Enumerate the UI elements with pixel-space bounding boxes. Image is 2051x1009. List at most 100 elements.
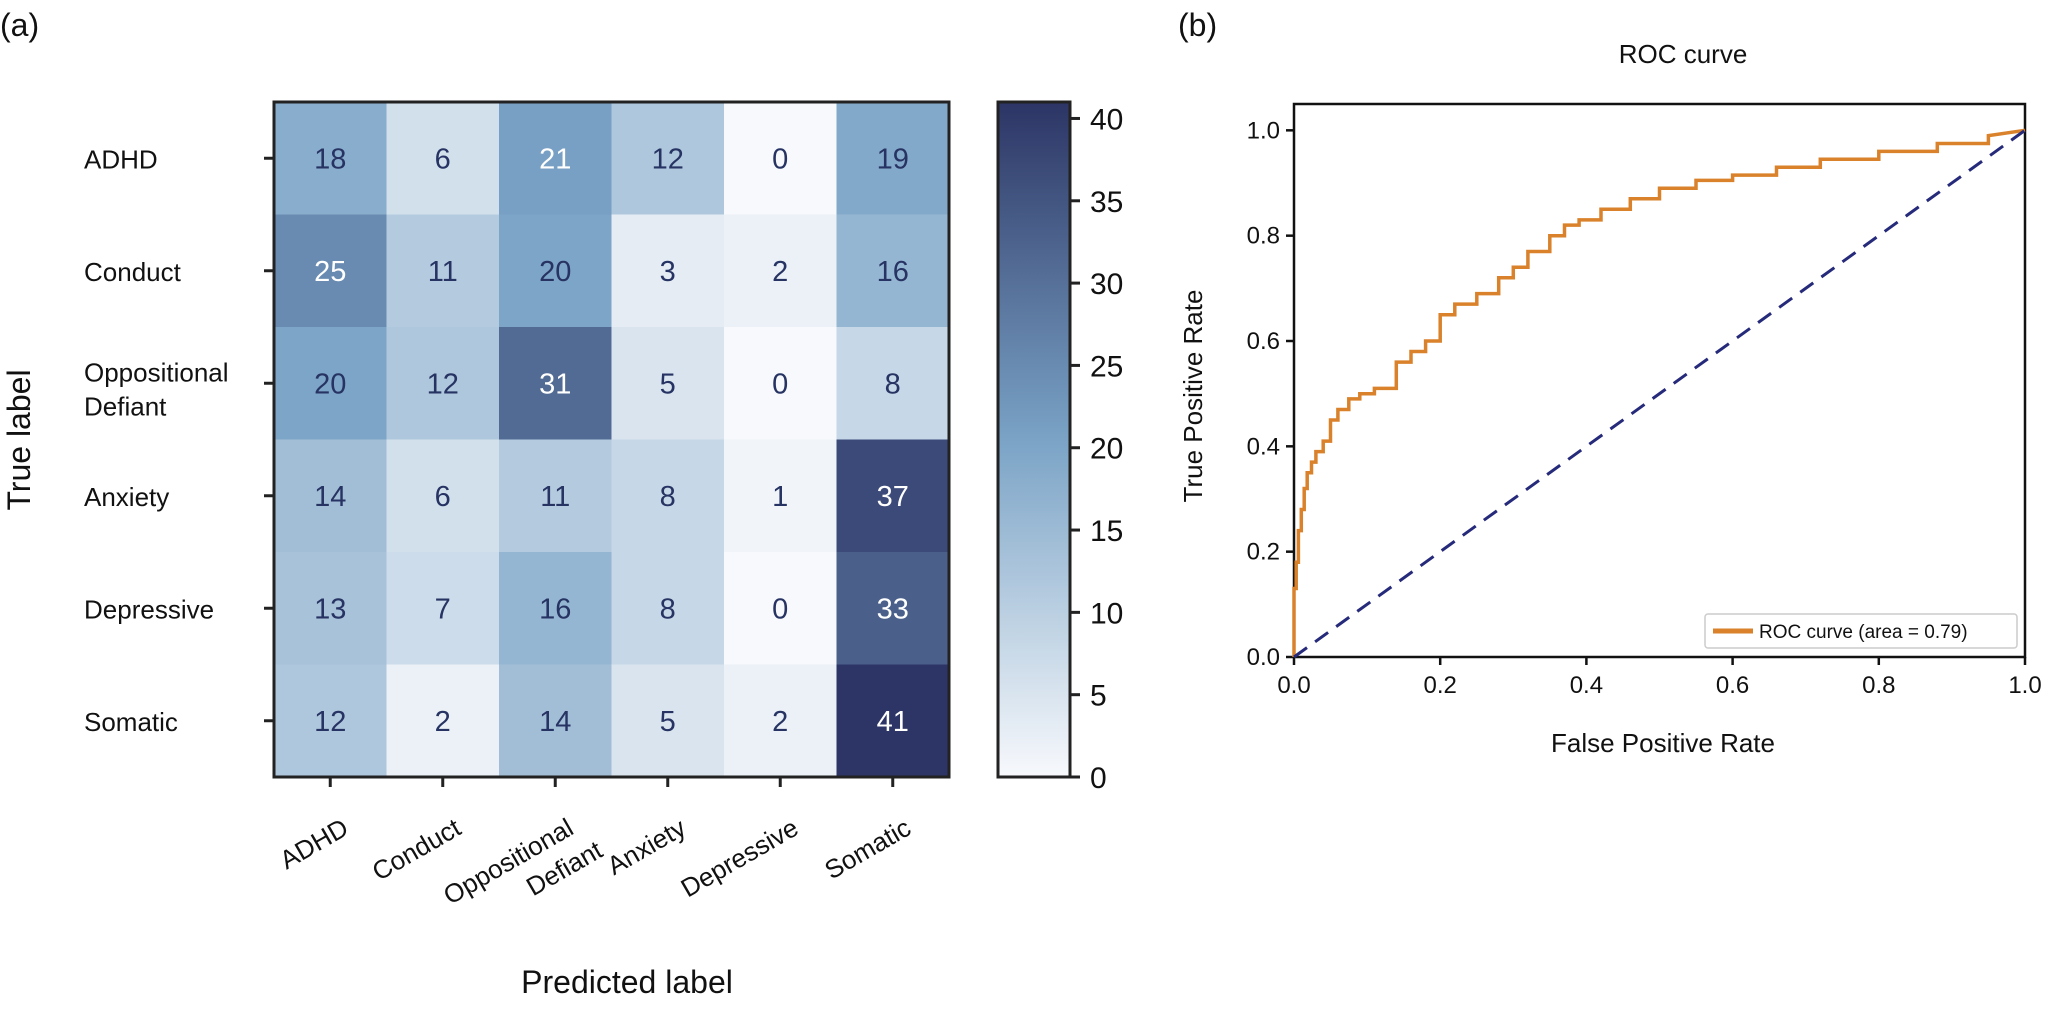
heatmap-cell-label: 3 — [660, 256, 676, 288]
heatmap-cell-label: 6 — [435, 481, 451, 513]
heatmap-cell — [724, 664, 837, 778]
heatmap-cell — [499, 439, 612, 553]
heatmap-cell-label: 37 — [877, 481, 909, 513]
heatmap-cell — [386, 664, 500, 778]
heatmap-cell-label: 20 — [314, 368, 346, 400]
x-tick-label: Anxiety — [602, 812, 691, 881]
heatmap-cell — [274, 327, 387, 440]
heatmap-cell-label: 8 — [885, 368, 901, 400]
heatmap-cell-label: 16 — [539, 593, 571, 625]
y-tick-label: Anxiety — [84, 482, 169, 512]
heatmap-cell-label: 41 — [877, 706, 909, 738]
heatmap-x-axis-label: Predicted label — [521, 964, 733, 1000]
heatmap-cell-label: 2 — [435, 706, 451, 738]
y-tick-label: ADHD — [84, 144, 158, 174]
heatmap-cell — [611, 552, 725, 665]
heatmap-cell — [274, 214, 387, 328]
heatmap-cell-label: 16 — [877, 256, 909, 288]
heatmap-cell-label: 25 — [314, 256, 346, 288]
heatmap-cell — [611, 439, 725, 553]
heatmap-cell-label: 5 — [660, 368, 676, 400]
colorbar: 0 5 10 15 20 25 30 35 40 — [996, 100, 1123, 795]
heatmap-cell — [836, 327, 950, 440]
heatmap-cell — [386, 439, 500, 553]
heatmap-cell-label: 18 — [314, 143, 346, 175]
legend-box — [1704, 613, 2018, 649]
roc-y-tick-label: 0.6 — [1247, 328, 1280, 355]
roc-y-tick-label: 0.2 — [1247, 539, 1280, 566]
heatmap-cell-label: 8 — [660, 593, 676, 625]
roc-x-tick-label: 0.6 — [1716, 672, 1749, 699]
heatmap-cell — [724, 214, 837, 328]
roc-y-tick-label: 0.8 — [1247, 223, 1280, 250]
heatmap-cell-label: 11 — [540, 481, 570, 513]
x-tick-label: Depressive — [676, 812, 804, 903]
heatmap-cell — [499, 214, 612, 328]
roc-x-tick-label: 0.8 — [1862, 672, 1895, 699]
heatmap-cell — [386, 552, 500, 665]
heatmap-cell — [836, 664, 950, 778]
heatmap-cell-label: 11 — [428, 256, 458, 288]
x-tick-label: Somatic — [819, 812, 915, 885]
panel-a-label: (a) — [0, 7, 39, 43]
heatmap-cell — [724, 552, 837, 665]
colorbar-tick-label: 20 — [1090, 433, 1123, 466]
heatmap-cell — [611, 214, 725, 328]
colorbar-tick-label: 40 — [1090, 103, 1123, 136]
heatmap-cell — [499, 552, 612, 665]
heatmap-cell — [836, 102, 950, 215]
x-tick-label: Conduct — [367, 812, 467, 887]
colorbar-tick-label: 10 — [1090, 597, 1123, 630]
colorbar-tick-label: 15 — [1090, 515, 1123, 548]
heatmap-cell-label: 8 — [660, 481, 676, 513]
heatmap-cell-label: 12 — [652, 143, 684, 175]
heatmap-cell — [274, 439, 387, 553]
heatmap-cell — [724, 439, 837, 553]
roc-y-tick-label: 1.0 — [1247, 117, 1280, 144]
heatmap-cell-label: 14 — [314, 481, 346, 513]
roc-plot-frame — [1292, 102, 2027, 659]
heatmap-cell-label: 2 — [772, 256, 788, 288]
heatmap-cell — [611, 327, 725, 440]
heatmap-cell-label: 12 — [427, 368, 459, 400]
roc-x-tick-label: 0.4 — [1570, 672, 1603, 699]
heatmap-cell — [836, 214, 950, 328]
colorbar-tick-label: 0 — [1090, 762, 1107, 795]
heatmap-cell-label: 0 — [772, 593, 788, 625]
heatmap-cell-label: 0 — [772, 368, 788, 400]
heatmap-cell — [499, 102, 612, 215]
heatmap-cell-label: 31 — [539, 368, 571, 400]
colorbar-tick-label: 35 — [1090, 186, 1123, 219]
heatmap-cell-label: 7 — [435, 593, 451, 625]
heatmap-cell — [724, 327, 837, 440]
heatmap-cell — [386, 214, 500, 328]
legend-label: ROC curve (area = 0.79) — [1759, 622, 1968, 643]
roc-x-tick-label: 0.2 — [1424, 672, 1457, 699]
y-tick-label: Depressive — [84, 594, 214, 624]
heatmap-cell — [274, 102, 387, 215]
heatmap-frame — [272, 100, 951, 779]
colorbar-tick-label: 25 — [1090, 350, 1123, 383]
x-tick-label: ADHD — [274, 812, 353, 875]
roc-x-tick-label: 1.0 — [2008, 672, 2041, 699]
roc-y-tick-label: 0.4 — [1247, 433, 1280, 460]
roc-x-tick-label: 0.0 — [1277, 672, 1310, 699]
heatmap-cell — [499, 664, 612, 778]
heatmap-cell-label: 19 — [877, 143, 909, 175]
panel-b-label: (b) — [1178, 7, 1217, 43]
heatmap-cell — [274, 664, 387, 778]
y-tick-label: Somatic — [84, 707, 178, 737]
roc-chart: 0.0 0.2 0.4 0.6 0.8 1.0 0.0 0.2 0.4 0.6 0.8 1.0 ROC … — [1247, 102, 2042, 699]
y-tick-label: Oppositional Defiant — [84, 357, 229, 421]
heatmap-cell — [611, 664, 725, 778]
heatmap-cell — [499, 327, 612, 440]
colorbar-tick-label: 5 — [1090, 680, 1107, 713]
roc-y-tick-label: 0.0 — [1247, 644, 1280, 671]
heatmap-cell-label: 5 — [660, 706, 676, 738]
roc-y-axis-label: True Positive Rate — [1178, 290, 1208, 503]
colorbar-bar — [996, 100, 1072, 779]
heatmap-cell-label: 0 — [772, 143, 788, 175]
heatmap-cell — [836, 439, 950, 553]
